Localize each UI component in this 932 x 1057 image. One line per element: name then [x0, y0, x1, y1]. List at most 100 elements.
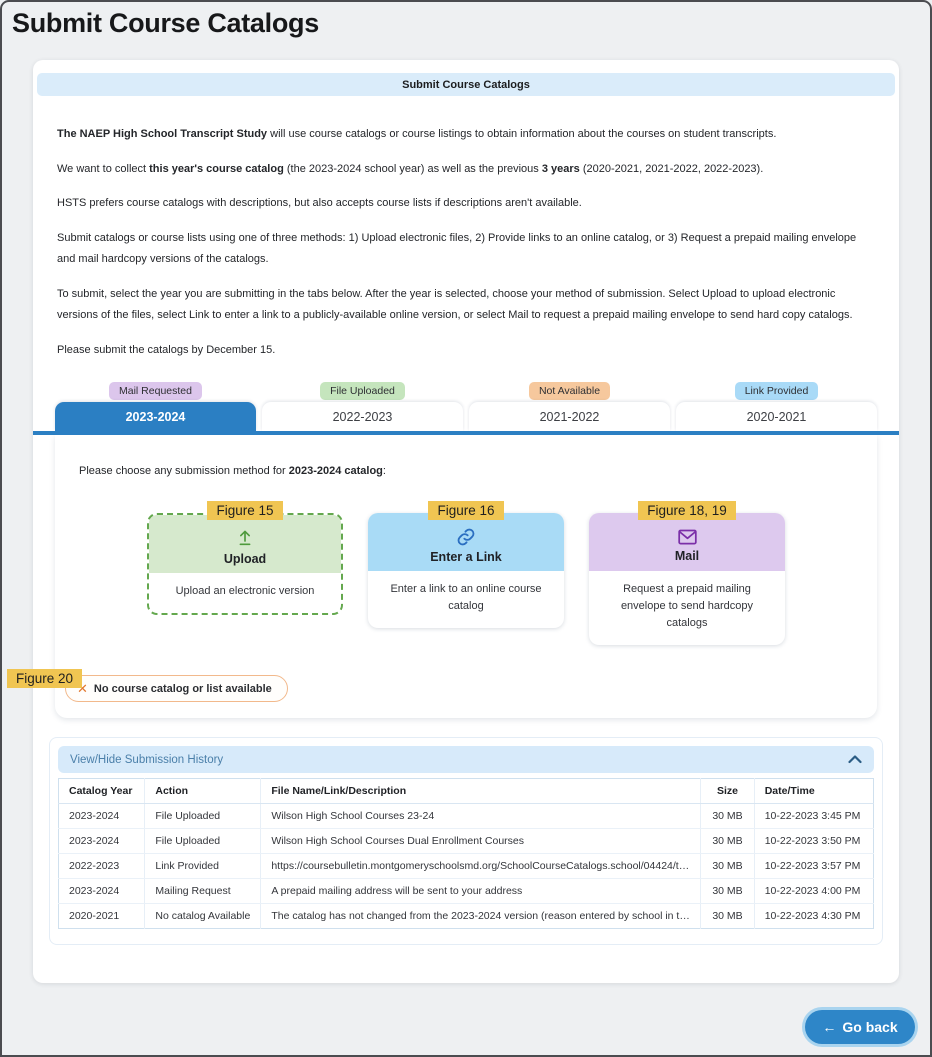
x-icon: ✕	[77, 681, 88, 696]
tab-panel-2023-2024: Please choose any submission method for …	[55, 435, 877, 718]
table-cell: https://coursebulletin.montgomeryschools…	[260, 853, 702, 879]
no-catalog-label: No course catalog or list available	[93, 682, 272, 695]
table-cell: A prepaid mailing address will be sent t…	[260, 878, 702, 904]
table-body: 2023-2024 File Uploaded Wilson High School…	[58, 803, 874, 929]
table-cell: 10-22-2023 4:00 PM	[754, 878, 874, 904]
tab-status-badge: Link Provided	[734, 382, 819, 400]
method-title: Enter a Link	[430, 549, 502, 564]
column-header: Date/Time	[754, 778, 874, 804]
submission-history-table: Catalog Year Action File Name/Link/Descrip…	[58, 778, 874, 929]
table-cell: 30 MB	[700, 853, 755, 879]
no-catalog-button[interactable]: ✕ No course catalog or list available	[65, 675, 288, 702]
figure-label: Figure 16	[428, 501, 504, 520]
table-cell: Wilson High School Courses 23-24	[260, 803, 702, 829]
tab-underline	[33, 431, 899, 435]
table-cell: 2020-2021	[58, 903, 146, 929]
table-cell: 2023-2024	[58, 878, 146, 904]
method-column: Figure 15 Upload Upload an electronic vers…	[147, 501, 343, 645]
table-cell: 10-22-2023 3:45 PM	[754, 803, 874, 829]
tab-status-badge: File Uploaded	[320, 382, 405, 400]
paragraph: We want to collect this year's course ca…	[57, 162, 764, 175]
column-header: Action	[144, 778, 262, 804]
table-cell: No catalog Available	[144, 903, 262, 929]
paragraph: To submit, select the year you are submi…	[57, 287, 853, 322]
method-title: Upload	[223, 552, 267, 566]
table-cell: Link Provided	[144, 853, 262, 879]
method-description: Request a prepaid mailing envelope to se…	[620, 583, 754, 630]
table-cell: 30 MB	[700, 878, 755, 904]
method-card-enter-a-link[interactable]: Enter a Link Enter a link to an online co…	[368, 513, 564, 629]
method-column: Figure 18, 19 Mail Request a prepaid maili…	[589, 501, 785, 646]
paragraph: HSTS prefers course catalogs with descri…	[57, 197, 582, 209]
submission-methods-row: Figure 15 Upload Upload an electronic vers…	[55, 501, 877, 646]
method-card-upload[interactable]: Upload Upload an electronic version	[147, 513, 343, 616]
table-cell: Mailing Request	[144, 878, 262, 904]
table-cell: Wilson High School Courses Dual Enrollme…	[260, 828, 702, 854]
table-cell: 10-22-2023 3:57 PM	[754, 853, 874, 879]
figure-label: Figure 15	[207, 501, 283, 520]
table-cell: 2023-2024	[58, 828, 146, 854]
method-title: Mail	[674, 548, 700, 563]
mail-icon	[677, 528, 698, 546]
table-cell: 30 MB	[700, 803, 755, 829]
column-header: File Name/Link/Description	[260, 778, 702, 804]
table-cell: 2022-2023	[58, 853, 146, 879]
tab-2023-2024[interactable]: 2023-2024	[55, 402, 256, 431]
method-card-header: Upload	[149, 515, 341, 573]
method-description: Enter a link to an online course catalog	[390, 583, 542, 613]
paragraph: Please submit the catalogs by December 1…	[57, 343, 276, 356]
paragraph: The NAEP High School Transcript Study wi…	[57, 128, 777, 140]
submit-course-catalogs-card: Submit Course Catalogs The NAEP High Sch…	[33, 60, 899, 983]
method-card-header: Enter a Link	[368, 513, 564, 571]
prompt-suffix: :	[382, 465, 386, 477]
table-cell: File Uploaded	[144, 828, 262, 854]
table-row: 2023-2024 Mailing Request A prepaid mailin…	[58, 878, 874, 904]
submission-method-prompt: Please choose any submission method for …	[79, 465, 386, 477]
tab-column: File Uploaded 2022-2023	[262, 382, 463, 431]
tab-2020-2021[interactable]: 2020-2021	[676, 402, 877, 431]
history-toggle-label: View/Hide Submission History	[70, 753, 224, 766]
tab-2021-2022[interactable]: 2021-2022	[469, 402, 670, 431]
page-title: Submit Course Catalogs	[12, 8, 319, 38]
table-row: 2022-2023 Link Provided https://coursebull…	[58, 853, 874, 879]
column-header: Catalog Year	[58, 778, 146, 804]
table-cell: 10-22-2023 3:50 PM	[754, 828, 874, 854]
paragraph: Submit catalogs or course lists using on…	[57, 231, 857, 266]
figure-20-label: Figure 20	[7, 669, 83, 688]
tab-column: Not Available 2021-2022	[469, 382, 670, 431]
prompt-catalog-year: 2023-2024 catalog	[288, 465, 383, 477]
go-back-label: Go back	[842, 1019, 898, 1035]
back-arrow-icon: ←	[822, 1019, 837, 1035]
table-row: 2023-2024 File Uploaded Wilson High School…	[58, 803, 874, 829]
table-header-row: Catalog Year Action File Name/Link/Descrip…	[58, 778, 874, 804]
table-cell: The catalog has not changed from the 202…	[260, 903, 702, 929]
tab-2022-2023[interactable]: 2022-2023	[262, 402, 463, 431]
method-card-mail[interactable]: Mail Request a prepaid mailing envelope t…	[589, 513, 785, 646]
upload-icon	[235, 528, 255, 549]
tab-column: Link Provided 2020-2021	[676, 382, 877, 431]
column-header: Size	[700, 778, 755, 804]
card-header-title: Submit Course Catalogs	[37, 73, 895, 96]
table-cell: 10-22-2023 4:30 PM	[764, 910, 861, 922]
intro-paragraphs: The NAEP High School Transcript Study wi…	[57, 124, 875, 374]
method-description: Upload an electronic version	[175, 585, 315, 597]
table-cell: 30 MB	[700, 828, 755, 854]
prompt-prefix: Please choose any submission method for	[79, 465, 289, 477]
table-cell: 30 MB	[700, 903, 755, 929]
method-card-header: Mail	[589, 513, 785, 571]
figure-label: Figure 18, 19	[638, 501, 736, 520]
go-back-button[interactable]: ← Go back	[805, 1010, 915, 1044]
tab-status-badge: Mail Requested	[109, 382, 202, 400]
submission-history-section: View/Hide Submission History Catalog Yea…	[49, 737, 883, 945]
link-icon	[456, 527, 476, 547]
table-cell: 2023-2024	[58, 803, 146, 829]
table-row: 2020-2021 No catalog Available The catalog…	[58, 903, 874, 929]
table-row: 2023-2024 File Uploaded Wilson High School…	[58, 828, 874, 854]
tab-status-badge: Not Available	[528, 382, 611, 400]
tab-bar: Mail Requested 2023-2024 File Uploaded 2022…	[55, 382, 877, 431]
history-toggle[interactable]: View/Hide Submission History	[58, 746, 874, 773]
tab-column: Mail Requested 2023-2024	[55, 382, 256, 431]
chevron-up-icon[interactable]	[848, 755, 862, 764]
table-cell: File Uploaded	[144, 803, 262, 829]
method-column: Figure 16 Enter a Link Enter a link to an …	[368, 501, 564, 645]
